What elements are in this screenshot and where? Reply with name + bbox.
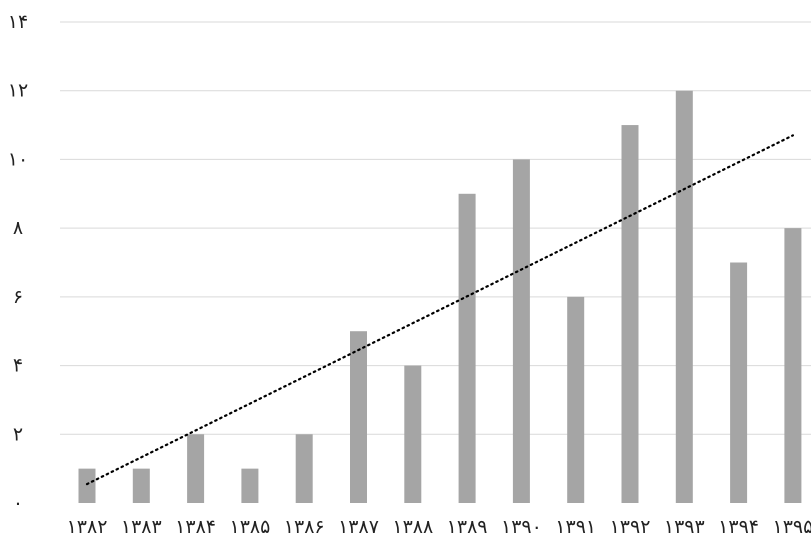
y-tick-label: ۱۴ xyxy=(8,11,28,33)
x-tick-label: ۱۳۸۵ xyxy=(229,516,270,538)
y-tick-label: ۶ xyxy=(13,286,23,308)
gridlines xyxy=(60,21,811,435)
bars xyxy=(78,90,802,504)
bar xyxy=(295,434,313,503)
bar xyxy=(621,125,639,504)
bar xyxy=(78,468,96,503)
x-tick-label: ۱۳۹۲ xyxy=(610,516,651,538)
x-tick-label: ۱۳۹۳ xyxy=(664,516,705,538)
x-tick-label: ۱۳۹۰ xyxy=(501,516,542,538)
x-tick-label: ۱۳۹۵ xyxy=(772,516,811,538)
bar xyxy=(241,468,259,503)
bar xyxy=(784,228,802,503)
x-tick-label: ۱۳۹۱ xyxy=(555,516,596,538)
bar xyxy=(567,296,585,503)
trendline xyxy=(85,134,795,486)
y-tick-label: ۰ xyxy=(13,492,23,514)
bar xyxy=(512,159,530,503)
y-axis-ticks: ۰ ۲ ۴ ۶ ۸ ۱۰ ۱۲ ۱۴ xyxy=(8,11,28,514)
y-tick-label: ۱۰ xyxy=(8,148,28,170)
bar xyxy=(458,193,476,504)
bar xyxy=(675,90,693,503)
bar xyxy=(187,434,205,503)
x-tick-label: ۱۳۸۴ xyxy=(175,516,216,538)
bar xyxy=(350,331,367,503)
y-tick-label: ۲ xyxy=(13,423,23,445)
x-tick-label: ۱۳۹۴ xyxy=(718,516,759,538)
x-tick-label: ۱۳۸۷ xyxy=(338,516,379,538)
bar xyxy=(132,468,150,503)
y-tick-label: ۱۲ xyxy=(8,80,28,102)
x-tick-label: ۱۳۸۸ xyxy=(392,516,433,538)
bar xyxy=(730,262,748,503)
x-tick-label: ۱۳۸۹ xyxy=(447,516,488,538)
x-axis-ticks: ۱۳۸۲ ۱۳۸۳ ۱۳۸۴ ۱۳۸۵ ۱۳۸۶ ۱۳۸۷ ۱۳۸۸ ۱۳۸۹ ۱۳۹۰ ۱۳۹۱… xyxy=(67,516,811,538)
bar xyxy=(404,365,422,503)
x-tick-label: ۱۳۸۶ xyxy=(284,516,325,538)
x-tick-label: ۱۳۸۳ xyxy=(121,516,162,538)
y-tick-label: ۸ xyxy=(13,217,23,239)
x-tick-label: ۱۳۸۲ xyxy=(67,516,108,538)
y-tick-label: ۴ xyxy=(13,355,23,377)
